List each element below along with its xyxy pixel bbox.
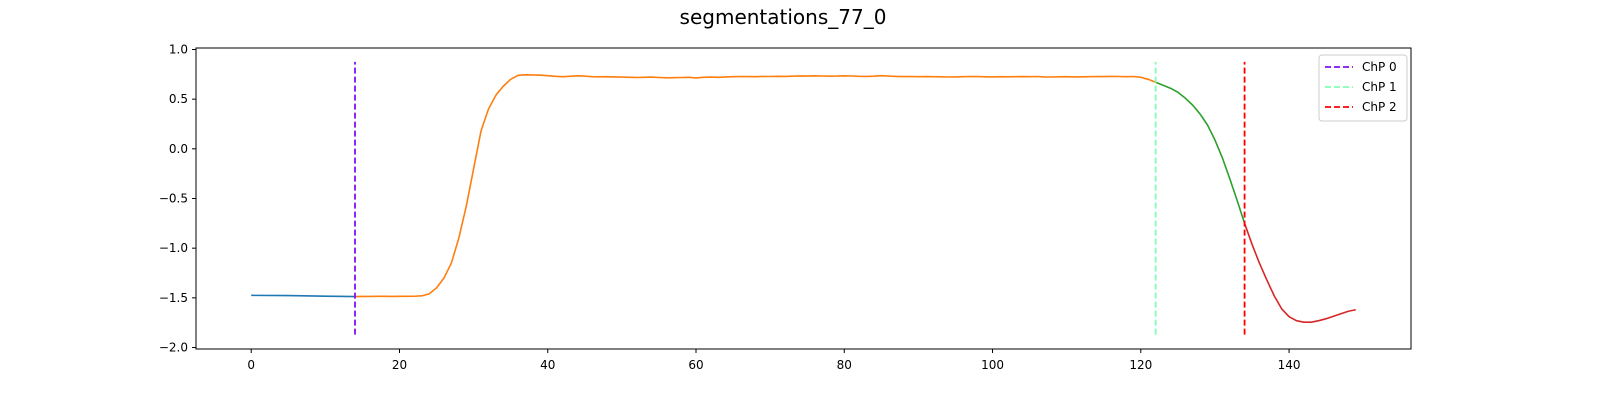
series-line-2 xyxy=(1155,81,1246,224)
x-tick-label: 60 xyxy=(688,358,703,372)
series-line-3 xyxy=(1243,223,1356,323)
x-tick-label: 20 xyxy=(392,358,407,372)
chart-title: segmentations_77_0 xyxy=(680,5,887,29)
plot-frame xyxy=(195,47,1412,350)
series-line-1 xyxy=(354,74,1156,298)
series-line-0 xyxy=(251,294,356,298)
y-tick-label: −1.0 xyxy=(159,241,188,255)
y-axis: −2.0 −1.5 −1.0 −0.5 0.0 0.5 1.0 xyxy=(159,42,196,355)
x-tick-label: 80 xyxy=(837,358,852,372)
legend-label-1: ChP 1 xyxy=(1362,80,1397,94)
x-tick-label: 140 xyxy=(1278,358,1301,372)
y-tick-label: 0.5 xyxy=(169,92,188,106)
x-tick-label: 0 xyxy=(247,358,255,372)
x-tick-label: 120 xyxy=(1129,358,1152,372)
legend: ChP 0 ChP 1 ChP 2 xyxy=(1318,54,1408,122)
legend-label-0: ChP 0 xyxy=(1362,60,1397,74)
legend-label-2: ChP 2 xyxy=(1362,100,1397,114)
x-tick-label: 40 xyxy=(540,358,555,372)
legend-box xyxy=(1318,54,1408,122)
y-tick-label: −0.5 xyxy=(159,192,188,206)
y-tick-label: 1.0 xyxy=(169,42,188,56)
x-tick-label: 100 xyxy=(981,358,1004,372)
y-tick-label: −1.5 xyxy=(159,291,188,305)
series-layer xyxy=(251,74,1356,323)
changepoint-layer xyxy=(354,61,1246,335)
x-axis: 0 20 40 60 80 100 120 140 xyxy=(247,349,1301,372)
y-tick-label: −2.0 xyxy=(159,341,188,355)
y-tick-label: 0.0 xyxy=(169,142,188,156)
